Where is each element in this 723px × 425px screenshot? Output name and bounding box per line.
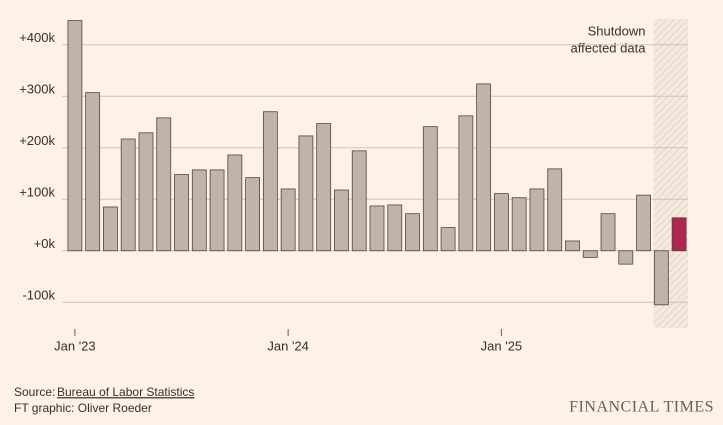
bar bbox=[493, 193, 509, 252]
y-tick-label: +0k bbox=[34, 236, 56, 251]
bar bbox=[298, 135, 314, 252]
source-link[interactable]: Bureau of Labor Statistics bbox=[57, 385, 194, 399]
y-tick-label: +300k bbox=[19, 82, 55, 97]
bar bbox=[316, 123, 332, 252]
bar bbox=[565, 240, 580, 252]
bar bbox=[120, 138, 136, 252]
bar bbox=[476, 83, 492, 252]
bar bbox=[280, 188, 296, 252]
y-tick-label: +400k bbox=[19, 30, 55, 45]
credit: FT graphic: Oliver Roeder bbox=[14, 401, 152, 415]
bar bbox=[511, 197, 527, 252]
bar bbox=[85, 92, 101, 252]
bar bbox=[67, 20, 83, 252]
bar bbox=[351, 150, 367, 252]
bar bbox=[334, 189, 349, 252]
bar bbox=[600, 213, 616, 252]
bar bbox=[618, 250, 634, 265]
bar bbox=[582, 250, 598, 258]
bar bbox=[671, 217, 687, 252]
y-tick-label: -100k bbox=[22, 288, 55, 303]
shaded-label: Shutdown bbox=[588, 23, 646, 38]
x-tick-label: Jan '24 bbox=[267, 338, 309, 353]
bar bbox=[103, 206, 118, 252]
bar bbox=[138, 132, 154, 252]
bar bbox=[387, 204, 403, 252]
bar bbox=[174, 174, 189, 252]
bar bbox=[422, 126, 438, 252]
brand-logo: FINANCIAL TIMES bbox=[569, 399, 714, 416]
bar bbox=[156, 117, 172, 252]
bar bbox=[653, 250, 669, 306]
bar bbox=[245, 177, 261, 252]
bar bbox=[191, 169, 207, 252]
bar bbox=[636, 194, 651, 252]
y-tick-label: +200k bbox=[19, 133, 55, 148]
bar bbox=[440, 227, 456, 252]
source-prefix: Source: bbox=[14, 385, 55, 399]
bar bbox=[369, 205, 385, 252]
x-tick-label: Jan '23 bbox=[54, 338, 96, 353]
bar bbox=[529, 188, 545, 252]
bar bbox=[209, 169, 225, 252]
x-tick-label: Jan '25 bbox=[481, 338, 523, 353]
bar bbox=[227, 154, 243, 252]
bar bbox=[262, 111, 278, 252]
bar bbox=[458, 115, 474, 252]
bar bbox=[405, 213, 420, 252]
bar bbox=[547, 168, 563, 252]
shaded-label: affected data bbox=[571, 40, 647, 55]
y-tick-label: +100k bbox=[19, 185, 55, 200]
